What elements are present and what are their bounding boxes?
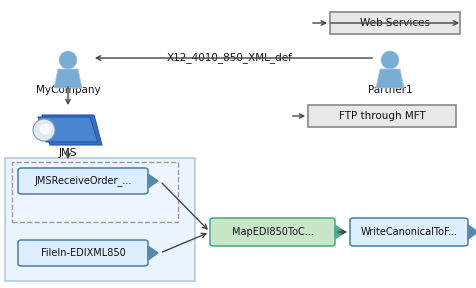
Text: Web Services: Web Services — [359, 18, 429, 28]
Bar — [307, 105, 455, 127]
Text: MyCompany: MyCompany — [36, 85, 100, 95]
FancyBboxPatch shape — [18, 168, 148, 194]
Polygon shape — [38, 117, 98, 142]
Polygon shape — [54, 69, 82, 88]
FancyBboxPatch shape — [209, 218, 334, 246]
Polygon shape — [148, 246, 158, 260]
Bar — [12, 162, 178, 222]
Polygon shape — [467, 225, 476, 239]
FancyBboxPatch shape — [349, 218, 467, 246]
Text: JMS: JMS — [59, 148, 77, 158]
Bar — [329, 12, 459, 34]
Text: JMSReceiveOrder_...: JMSReceiveOrder_... — [34, 176, 131, 186]
Polygon shape — [42, 115, 102, 145]
Bar — [5, 158, 195, 281]
Ellipse shape — [40, 124, 52, 134]
Ellipse shape — [33, 119, 55, 141]
Text: X12_4010_850_XML_def: X12_4010_850_XML_def — [167, 52, 292, 63]
Text: MapEDI850ToC...: MapEDI850ToC... — [231, 227, 313, 237]
FancyBboxPatch shape — [18, 240, 148, 266]
Polygon shape — [375, 69, 403, 88]
Text: Partner1: Partner1 — [367, 85, 411, 95]
Ellipse shape — [380, 51, 398, 69]
Text: WriteCanonicalToF...: WriteCanonicalToF... — [360, 227, 456, 237]
Polygon shape — [148, 174, 158, 188]
Polygon shape — [334, 225, 344, 239]
Ellipse shape — [59, 51, 77, 69]
Text: FTP through MFT: FTP through MFT — [338, 111, 425, 121]
Text: FileIn-EDIXML850: FileIn-EDIXML850 — [40, 248, 125, 258]
